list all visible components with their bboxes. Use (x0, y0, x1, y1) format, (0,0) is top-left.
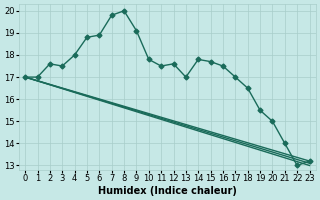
X-axis label: Humidex (Indice chaleur): Humidex (Indice chaleur) (98, 186, 237, 196)
